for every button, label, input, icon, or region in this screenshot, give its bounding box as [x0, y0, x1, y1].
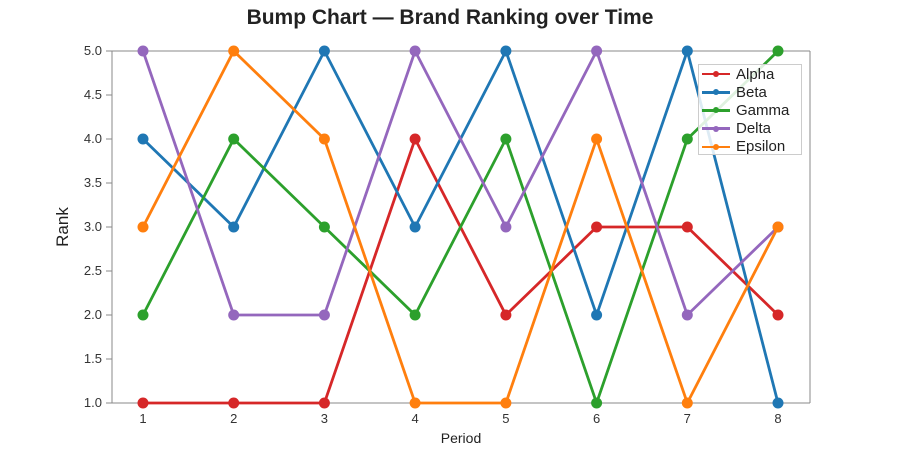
svg-text:1: 1 [139, 411, 146, 426]
svg-text:2.0: 2.0 [84, 307, 102, 322]
svg-text:5: 5 [502, 411, 509, 426]
svg-text:4: 4 [411, 411, 418, 426]
svg-text:4.5: 4.5 [84, 87, 102, 102]
svg-text:3: 3 [321, 411, 328, 426]
svg-text:Rank: Rank [53, 207, 72, 247]
svg-text:Period: Period [441, 430, 481, 446]
svg-text:2: 2 [230, 411, 237, 426]
svg-text:3.0: 3.0 [84, 219, 102, 234]
svg-text:2.5: 2.5 [84, 263, 102, 278]
svg-text:1.0: 1.0 [84, 395, 102, 410]
svg-text:4.0: 4.0 [84, 131, 102, 146]
svg-text:6: 6 [593, 411, 600, 426]
svg-text:1.5: 1.5 [84, 351, 102, 366]
svg-text:8: 8 [774, 411, 781, 426]
svg-text:3.5: 3.5 [84, 175, 102, 190]
svg-text:7: 7 [684, 411, 691, 426]
svg-text:5.0: 5.0 [84, 43, 102, 58]
